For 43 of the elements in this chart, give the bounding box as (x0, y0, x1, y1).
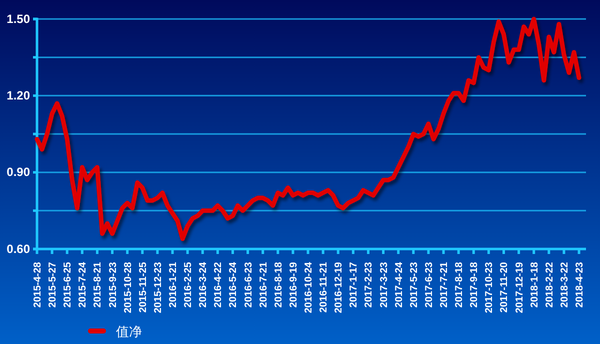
x-tick-label: 2015-9-23 (108, 262, 119, 308)
x-tick-label: 2017-11-20 (499, 262, 510, 313)
x-tick-label: 2016-9-19 (288, 262, 300, 308)
x-tick-label: 2016-11-21 (318, 262, 330, 313)
y-tick-label: 0.90 (6, 165, 30, 180)
x-tick-label: 2016-3-24 (198, 262, 210, 308)
x-tick-label: 2016-6-23 (243, 262, 254, 308)
x-tick-label: 2017-8-18 (454, 262, 466, 308)
x-tick-label: 2016-7-21 (258, 262, 270, 308)
x-tick-label: 2016-1-21 (168, 262, 179, 308)
y-tick-label: 1.50 (6, 12, 30, 26)
x-tick-label: 2017-9-18 (469, 262, 480, 308)
x-tick-label: 2016-5-24 (228, 262, 240, 308)
x-tick-label: 2016-2-25 (183, 262, 194, 308)
x-tick-label: 2016-12-19 (334, 262, 345, 314)
line-series (34, 16, 582, 242)
x-tick-label: 2018-1-18 (529, 262, 540, 308)
x-tick-label: 2015-10-28 (122, 262, 134, 314)
x-tick-label: 2018-4-23 (574, 262, 586, 308)
x-tick-label: 2017-12-19 (514, 262, 526, 314)
x-tick-label: 2017-4-24 (394, 262, 405, 308)
x-tick-label: 2015-6-25 (62, 262, 74, 308)
x-tick-label: 2018-2-22 (544, 262, 556, 308)
x-tick-label: 2015-5-27 (48, 262, 59, 308)
x-tick-label: 2015-7-24 (78, 262, 89, 308)
x-tick-label: 2016-10-24 (304, 262, 314, 314)
x-tick-label: 2017-3-23 (378, 262, 390, 308)
y-tick-label: 0.60 (6, 242, 30, 256)
x-tick-label: 2016-8-18 (273, 262, 284, 308)
x-tick-label: 2015-4-28 (32, 262, 44, 308)
x-tick-label: 2017-10-23 (484, 262, 496, 314)
x-tick-label: 2017-7-21 (439, 262, 450, 308)
x-tick-label: 2017-2-23 (364, 262, 375, 308)
x-tick-label: 2018-3-22 (559, 262, 570, 308)
x-tick-label: 2017-1-17 (348, 262, 360, 308)
x-tick-label: 2017-6-23 (424, 262, 435, 308)
x-tick-label: 2015-8-21 (92, 262, 104, 308)
x-tick-label: 2017-5-23 (408, 262, 420, 308)
y-tick-label: 1.20 (6, 88, 30, 103)
legend-label: 值净 (116, 324, 142, 339)
x-tick-label: 2015-11-25 (138, 262, 149, 313)
x-tick-label: 2015-12-23 (152, 262, 164, 314)
x-tick-label: 2016-4-22 (213, 262, 224, 308)
